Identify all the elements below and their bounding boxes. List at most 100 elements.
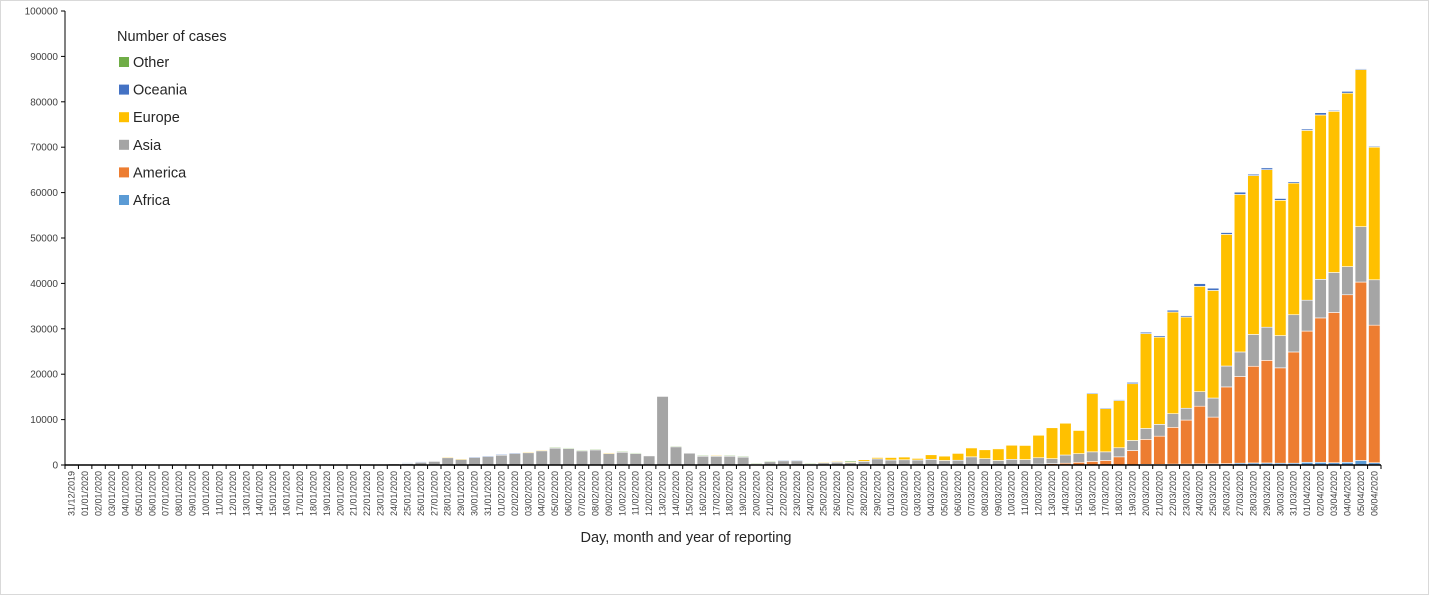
legend-swatch-other (119, 57, 129, 67)
bar-segment-europe (1099, 408, 1112, 453)
x-tick-label: 01/01/2020 (80, 471, 90, 516)
y-tick-label: 70000 (30, 143, 58, 154)
x-tick-label: 29/02/2020 (872, 471, 882, 516)
bar-segment-europe (884, 457, 897, 461)
bar-segment-asia (1072, 453, 1085, 463)
bar-segment-europe (965, 447, 978, 458)
x-tick-label: 27/02/2020 (846, 471, 856, 516)
bar-segment-oceania (401, 462, 414, 464)
x-tick-label: 16/03/2020 (1087, 471, 1097, 516)
bar-segment-asia (589, 449, 602, 466)
bar-segment-other (737, 456, 750, 458)
x-tick-label: 12/03/2020 (1034, 471, 1044, 516)
x-tick-label: 27/03/2020 (1235, 471, 1245, 516)
x-tick-label: 08/01/2020 (174, 471, 184, 516)
bar-segment-europe (1153, 336, 1166, 425)
bar-segment-europe (441, 456, 454, 459)
bar-segment-other (549, 447, 562, 449)
x-tick-label: 31/01/2020 (483, 471, 493, 516)
bar-segment-asia (1368, 279, 1381, 326)
bar-segment-oceania (495, 454, 508, 456)
bar-segment-other (589, 448, 602, 451)
bar-segment-asia (1314, 279, 1327, 319)
bar-segment-asia (468, 456, 481, 466)
bar-segment-europe (978, 449, 991, 459)
bar-segment-asia (1207, 397, 1220, 418)
bar-segment-asia (1180, 407, 1193, 421)
bar-segment-europe (1207, 290, 1220, 399)
x-tick-label: 08/02/2020 (590, 471, 600, 516)
bar-segment-asia (549, 447, 562, 466)
x-tick-label: 21/03/2020 (1154, 471, 1164, 516)
bar-segment-oceania (1180, 315, 1193, 318)
x-tick-label: 03/04/2020 (1329, 471, 1339, 516)
legend-label-africa: Africa (133, 193, 171, 209)
x-tick-label: 30/03/2020 (1275, 471, 1285, 516)
x-tick-label: 11/03/2020 (1020, 471, 1030, 515)
bar-segment-europe (1180, 316, 1193, 409)
bar-segment-other (562, 447, 575, 449)
bar-segment-america (1113, 456, 1126, 466)
bar-segment-oceania (1099, 407, 1112, 410)
bar-segment-oceania (481, 455, 495, 457)
bar-segment-oceania (1274, 198, 1287, 201)
legend: Number of cases Other Oceania Europe Asia Am… (117, 29, 227, 209)
y-tick-label: 100000 (25, 7, 59, 18)
bar-segment-other (763, 460, 777, 463)
x-tick-label: 29/01/2020 (456, 471, 466, 516)
bar-segment-asia (925, 459, 938, 466)
bar-segment-asia (978, 458, 991, 466)
x-tick-label: 05/02/2020 (550, 471, 560, 516)
x-tick-label: 17/02/2020 (711, 471, 721, 516)
y-tick-label: 20000 (30, 370, 58, 381)
x-tick-label: 28/01/2020 (443, 471, 453, 516)
bar-segment-asia (1086, 451, 1099, 462)
x-tick-label: 20/01/2020 (335, 471, 345, 516)
bar-segment-oceania (1354, 68, 1367, 70)
bar-segment-europe (522, 451, 535, 454)
bar-segment-europe (1287, 182, 1300, 316)
x-tick-label: 28/03/2020 (1248, 471, 1258, 516)
bar-segment-asia (1153, 424, 1166, 437)
bar-segment-europe (1032, 434, 1045, 459)
x-tick-label: 22/01/2020 (362, 471, 372, 516)
bar-segment-asia (965, 456, 978, 466)
bar-segment-asia (1341, 266, 1354, 296)
bar-segment-europe (535, 449, 548, 452)
legend-swatch-oceania (119, 84, 129, 95)
bar-segment-america (1341, 294, 1354, 463)
x-tick-label: 16/02/2020 (698, 471, 708, 516)
x-tick-label: 09/02/2020 (604, 471, 614, 516)
bar-segment-oceania (468, 456, 481, 458)
x-tick-label: 18/02/2020 (725, 471, 735, 516)
bar-segment-america (1193, 405, 1206, 465)
x-tick-label: 20/02/2020 (752, 471, 762, 516)
bar-segment-europe (1019, 445, 1032, 460)
x-tick-label: 13/03/2020 (1047, 471, 1057, 516)
legend-swatch-africa (119, 195, 129, 205)
bar-segment-asia (683, 452, 696, 466)
bar-segment-america (1287, 351, 1300, 464)
bar-segment-europe (1314, 114, 1327, 280)
x-tick-label: 15/03/2020 (1074, 471, 1084, 516)
bar-segment-oceania (1153, 335, 1166, 338)
bar-segment-asia (898, 459, 911, 466)
x-tick-label: 22/02/2020 (778, 471, 788, 516)
bar-segment-oceania (1301, 128, 1314, 131)
bar-segment-oceania (1166, 309, 1179, 313)
x-tick-label: 05/04/2020 (1356, 471, 1366, 516)
bar-segment-europe (1327, 111, 1341, 273)
bar-segment-europe (602, 452, 615, 454)
bar-segment-asia (737, 456, 750, 466)
bar-segment-america (1354, 281, 1367, 461)
bar-segment-asia (629, 452, 642, 466)
bar-segment-oceania (508, 452, 521, 454)
bar-segment-other (844, 460, 857, 463)
x-axis: 31/12/2019 01/01/2020 02/01/2020 03/01/2020… (64, 464, 1382, 516)
x-tick-label: 15/02/2020 (684, 471, 694, 516)
x-tick-label: 19/03/2020 (1128, 471, 1138, 516)
x-tick-label: 05/01/2020 (134, 471, 144, 516)
x-tick-label: 20/03/2020 (1141, 471, 1151, 516)
bar-segment-europe (1045, 427, 1059, 459)
bar-segment-america (1180, 419, 1193, 465)
